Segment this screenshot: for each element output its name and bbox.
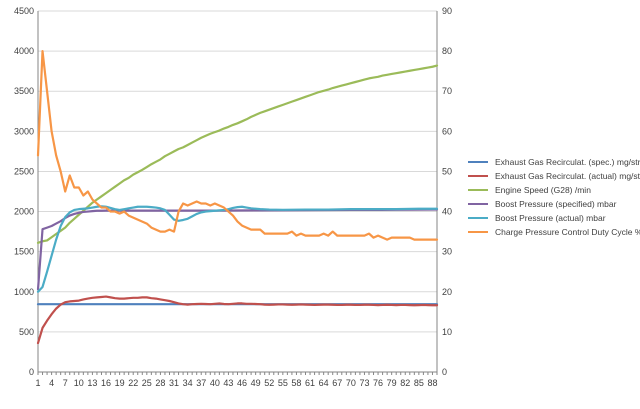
x-tick-label: 55 (278, 378, 288, 388)
x-tick-label: 67 (332, 378, 342, 388)
gridlines (38, 10, 437, 373)
series-line-6 (36, 50, 439, 241)
x-tick-label: 16 (101, 378, 111, 388)
y-tick-label: 1000 (14, 287, 34, 297)
y2-tick-label: 50 (442, 166, 452, 176)
x-tick-label: 76 (373, 378, 383, 388)
x-tick-label: 40 (210, 378, 220, 388)
legend-label: Charge Pressure Control Duty Cycle % (495, 227, 640, 237)
x-tick-label: 79 (387, 378, 397, 388)
x-tick-label: 88 (427, 378, 437, 388)
series-line-3 (36, 64, 439, 244)
series-line-5 (36, 205, 439, 293)
y-tick-label: 4000 (14, 46, 34, 56)
series-line-4 (36, 208, 439, 291)
y2-tick-label: 80 (442, 46, 452, 56)
x-tick-label: 28 (155, 378, 165, 388)
legend-label: Exhaust Gas Recirculat. (spec.) mg/str (495, 157, 640, 167)
y-tick-label: 0 (29, 367, 34, 377)
x-tick-label: 13 (87, 378, 97, 388)
x-tick-label: 64 (319, 378, 329, 388)
x-tick-label: 22 (128, 378, 138, 388)
x-tick-label: 43 (223, 378, 233, 388)
x-tick-label: 4 (49, 378, 54, 388)
series-line-2 (36, 295, 439, 345)
y2-tick-label: 70 (442, 86, 452, 96)
legend: Exhaust Gas Recirculat. (spec.) mg/str Ex… (468, 157, 640, 237)
x-tick-label: 19 (115, 378, 125, 388)
x-tick-label: 10 (74, 378, 84, 388)
y2-tick-label: 40 (442, 207, 452, 217)
x-tick-label: 37 (196, 378, 206, 388)
y2-tick-label: 30 (442, 247, 452, 257)
y-tick-label: 2000 (14, 207, 34, 217)
legend-label: Engine Speed (G28) /min (495, 185, 591, 195)
x-tick-label: 73 (359, 378, 369, 388)
x-tick-label: 58 (291, 378, 301, 388)
y2-tick-label: 20 (442, 287, 452, 297)
x-tick-label: 82 (400, 378, 410, 388)
axes: 0 500 1000 1500 2000 2500 3000 3500 4000 4500 0 10 2… (14, 6, 452, 388)
legend-label: Boost Pressure (actual) mbar (495, 213, 606, 223)
series-lines (36, 50, 439, 345)
x-tick-label: 52 (264, 378, 274, 388)
y-tick-label: 3500 (14, 86, 34, 96)
y2-tick-label: 10 (442, 327, 452, 337)
y-tick-label: 500 (19, 327, 34, 337)
y-tick-label: 3000 (14, 126, 34, 136)
y-tick-label: 2500 (14, 166, 34, 176)
x-tick-label: 49 (251, 378, 261, 388)
y2-tick-label: 0 (442, 367, 447, 377)
y2-tick-label: 90 (442, 6, 452, 16)
x-tick-label: 34 (183, 378, 193, 388)
legend-label: Boost Pressure (specified) mbar (495, 199, 617, 209)
x-tick-label: 85 (414, 378, 424, 388)
x-tick-label: 70 (346, 378, 356, 388)
x-tick-label: 1 (35, 378, 40, 388)
legend-label: Exhaust Gas Recirculat. (actual) mg/str (495, 171, 640, 181)
y-tick-label: 4500 (14, 6, 34, 16)
x-tick-label: 7 (63, 378, 68, 388)
y-tick-label: 1500 (14, 247, 34, 257)
x-tick-label: 25 (142, 378, 152, 388)
x-tick-label: 31 (169, 378, 179, 388)
y2-tick-label: 60 (442, 126, 452, 136)
x-tick-label: 61 (305, 378, 315, 388)
x-tick-label: 46 (237, 378, 247, 388)
